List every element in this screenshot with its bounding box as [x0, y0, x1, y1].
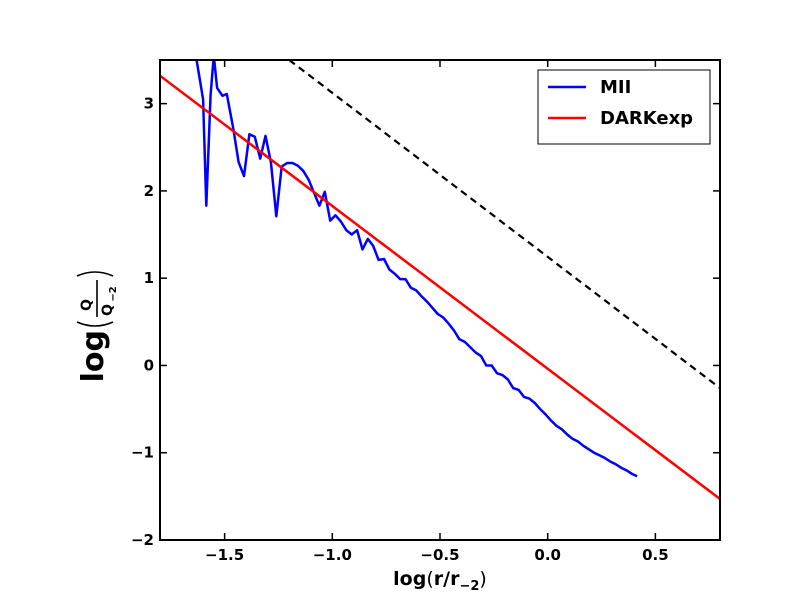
x-axis-label-var: r/r [434, 568, 460, 590]
legend: MII DARKexp [538, 70, 710, 144]
x-axis-label-open: ( [426, 568, 433, 590]
x-axis-label-sub: −2 [459, 579, 479, 594]
y-axis-label-right-paren [77, 272, 113, 276]
x-tick-label: 0.0 [534, 546, 561, 564]
x-axis-label-log: log [393, 568, 426, 590]
x-tick-label: 0.5 [642, 546, 669, 564]
x-axis-label-close: ) [479, 568, 486, 590]
y-axis-label-denominator-sub: −2 [108, 286, 119, 301]
x-tick-label: −1.5 [205, 546, 244, 564]
y-tick-label: −2 [131, 531, 154, 549]
legend-label-mii: MII [600, 77, 631, 98]
x-tick-label: −0.5 [420, 546, 459, 564]
y-tick-label: −1 [131, 444, 154, 462]
y-axis-label-denominator: Q [100, 304, 116, 316]
legend-label-darkexp: DARKexp [600, 108, 693, 129]
y-axis-label: log Q Q −2 [76, 272, 119, 382]
x-tick-label: −1.0 [313, 546, 352, 564]
y-tick-label: 1 [144, 269, 154, 287]
y-axis-label-numerator: Q [79, 299, 95, 311]
y-axis-label-log: log [76, 330, 111, 382]
y-tick-label: 3 [144, 95, 154, 113]
x-axis-label: log(r/r−2) [393, 568, 487, 594]
y-tick-label: 2 [144, 182, 154, 200]
y-tick-label: 0 [144, 356, 154, 374]
y-axis-label-left-paren [77, 322, 113, 326]
